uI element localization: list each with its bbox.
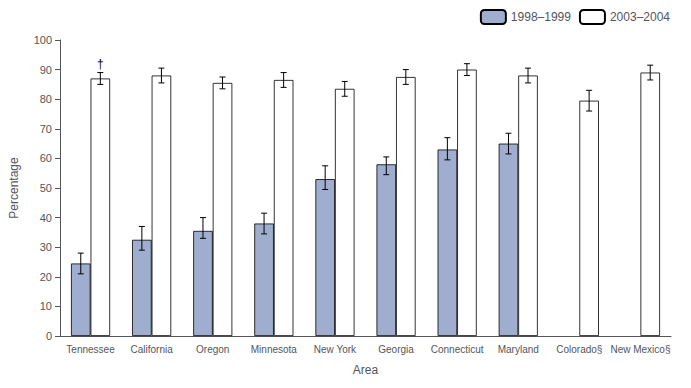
svg-text:Oregon: Oregon (196, 344, 229, 355)
svg-text:1998–1999: 1998–1999 (511, 10, 571, 24)
svg-text:Minnesota: Minnesota (251, 344, 298, 355)
svg-text:California: California (131, 344, 174, 355)
svg-text:Tennessee: Tennessee (66, 344, 115, 355)
svg-text:50: 50 (40, 182, 52, 194)
svg-text:20: 20 (40, 271, 52, 283)
svg-text:10: 10 (40, 300, 52, 312)
svg-text:40: 40 (40, 212, 52, 224)
svg-text:0: 0 (46, 330, 52, 342)
svg-text:New Mexico§: New Mexico§ (610, 344, 670, 355)
svg-text:30: 30 (40, 241, 52, 253)
svg-text:80: 80 (40, 93, 52, 105)
svg-text:Percentage: Percentage (7, 157, 21, 219)
svg-text:Connecticut: Connecticut (431, 344, 484, 355)
svg-text:2003–2004: 2003–2004 (610, 10, 670, 24)
svg-text:Georgia: Georgia (378, 344, 414, 355)
svg-text:Maryland: Maryland (498, 344, 539, 355)
svg-text:†: † (97, 57, 104, 71)
svg-text:Area: Area (353, 363, 379, 377)
svg-text:100: 100 (34, 34, 52, 46)
svg-text:Colorado§: Colorado§ (556, 344, 602, 355)
svg-text:90: 90 (40, 64, 52, 76)
svg-text:70: 70 (40, 123, 52, 135)
svg-text:60: 60 (40, 152, 52, 164)
svg-text:New York: New York (314, 344, 357, 355)
